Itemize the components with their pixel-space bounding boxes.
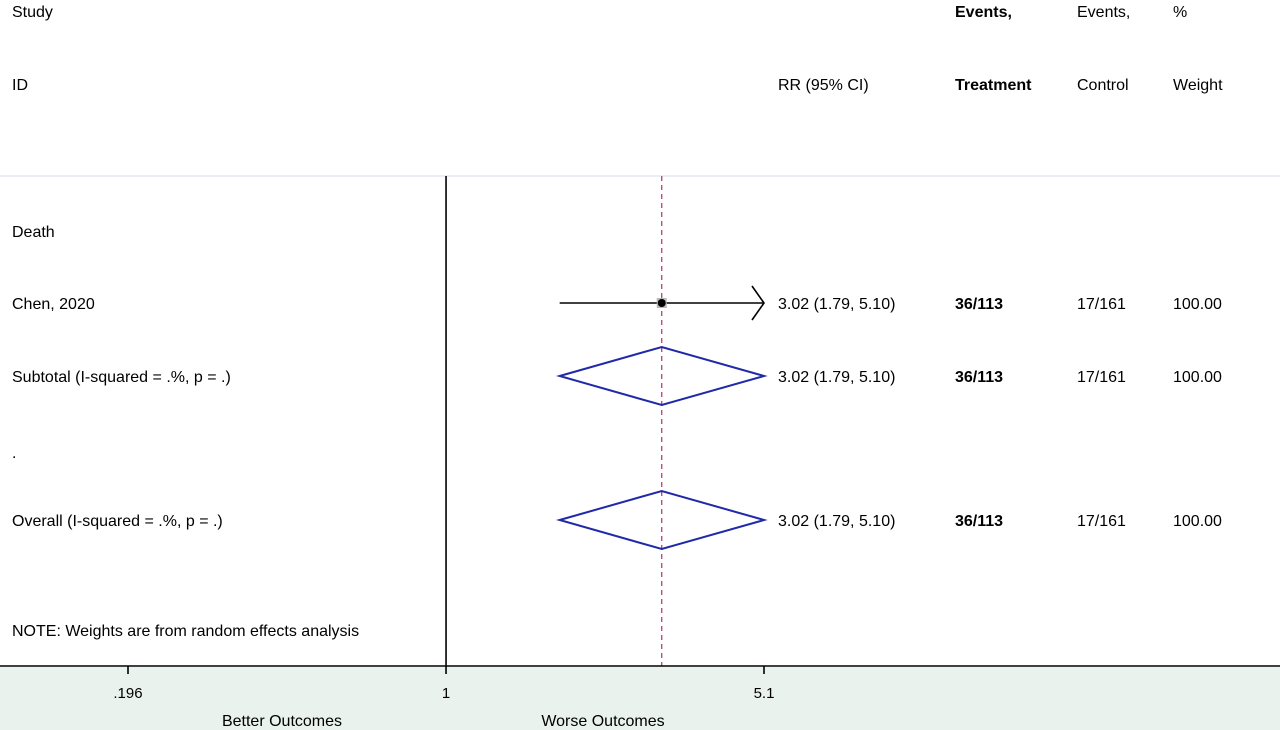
events-control-value: 17/161 [1077, 513, 1126, 530]
row-study: Chen, 2020 3.02 (1.79, 5.10) 36/113 17/161 1… [12, 285, 1222, 321]
plot-panel [0, 0, 1280, 667]
x-tick-label: 1 [442, 685, 450, 702]
pooled-diamond [556, 489, 768, 551]
ci-arrow [751, 285, 765, 321]
weight-value: 100.00 [1173, 369, 1222, 386]
events-treatment-value: 36/113 [955, 513, 1003, 530]
row-spacer: . [12, 445, 16, 462]
weights-note: NOTE: Weights are from random effects an… [12, 623, 359, 640]
header-study: Study [12, 4, 53, 21]
rr-ci-value: 3.02 (1.79, 5.10) [778, 513, 895, 530]
row-label: Subtotal (I-squared = .%, p = .) [12, 369, 231, 386]
row-label: Death [12, 224, 55, 241]
events-treatment-value: 36/113 [955, 369, 1003, 386]
row-group: Death [12, 224, 55, 241]
x-tick-label: 5.1 [754, 685, 775, 702]
header-events-treatment-line2: Treatment [955, 77, 1032, 94]
header-id: ID [12, 77, 28, 94]
row-label: . [12, 445, 16, 462]
header-events-treatment-line1: Events, [955, 4, 1012, 21]
x-label-left: Better Outcomes [222, 713, 342, 730]
header-row: Study ID RR (95% CI) Events, Treatment E… [12, 4, 1223, 94]
x-label-right: Worse Outcomes [541, 713, 664, 730]
events-control-value: 17/161 [1077, 369, 1126, 386]
header-events-control-line2: Control [1077, 77, 1129, 94]
row-label: Chen, 2020 [12, 296, 95, 313]
pooled-diamond [556, 345, 768, 407]
rr-ci-value: 3.02 (1.79, 5.10) [778, 369, 895, 386]
header-rr-ci: RR (95% CI) [778, 77, 869, 94]
study-rows: Death Chen, 2020 3.02 (1.79, 5.10) 36/113 17… [12, 176, 1222, 666]
header-events-control-line1: Events, [1077, 4, 1130, 21]
events-treatment-value: 36/113 [955, 296, 1003, 313]
weight-value: 100.00 [1173, 296, 1222, 313]
row-overall: Overall (I-squared = .%, p = .) 3.02 (1.7… [12, 489, 1222, 551]
events-control-value: 17/161 [1077, 296, 1126, 313]
weight-value: 100.00 [1173, 513, 1222, 530]
header-weight-line2: Weight [1173, 77, 1223, 94]
x-tick-label: .196 [113, 685, 142, 702]
row-label: Overall (I-squared = .%, p = .) [12, 513, 223, 530]
point-estimate [657, 299, 666, 307]
rr-ci-value: 3.02 (1.79, 5.10) [778, 296, 895, 313]
header-weight-line1: % [1173, 4, 1187, 21]
x-axis: .196 1 5.1 Better Outcomes Worse Outcomes [0, 665, 1280, 730]
row-subtotal: Subtotal (I-squared = .%, p = .) 3.02 (1.… [12, 345, 1222, 407]
